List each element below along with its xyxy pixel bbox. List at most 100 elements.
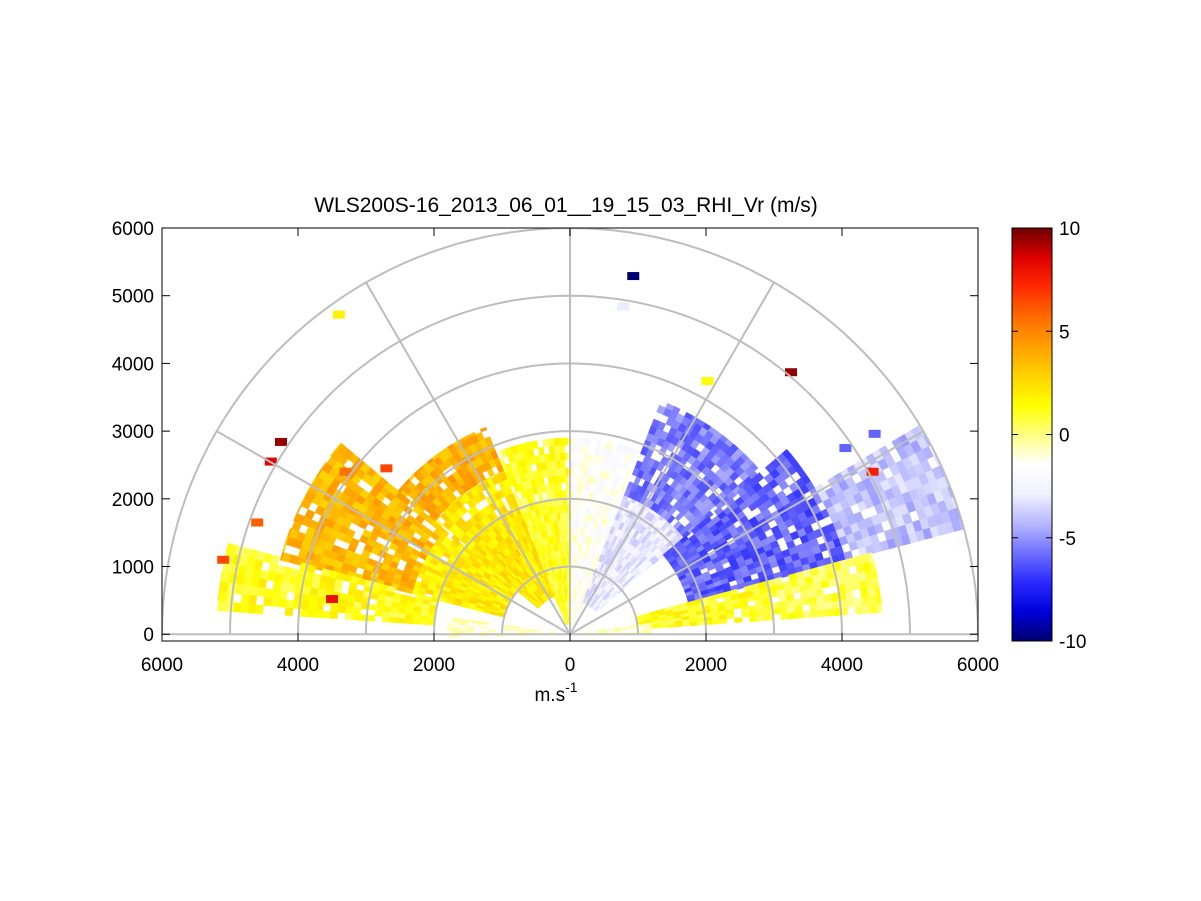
velocity-cell bbox=[578, 452, 585, 461]
velocity-cell bbox=[234, 583, 244, 595]
velocity-cell bbox=[547, 475, 554, 485]
velocity-cell bbox=[389, 612, 399, 619]
velocity-cell bbox=[572, 519, 576, 528]
velocity-pixel bbox=[839, 444, 852, 453]
velocity-cell bbox=[285, 599, 295, 609]
velocity-cell bbox=[344, 606, 354, 615]
velocity-cell bbox=[411, 619, 420, 625]
velocity-cell bbox=[300, 601, 310, 610]
velocity-cell bbox=[240, 593, 250, 605]
velocity-cell bbox=[574, 527, 579, 536]
velocity-cell bbox=[845, 590, 855, 600]
velocity-cell bbox=[575, 504, 581, 513]
velocity-cell bbox=[559, 445, 566, 454]
y-tick: 2000 bbox=[112, 490, 978, 511]
velocity-cell bbox=[241, 584, 251, 596]
velocity-cell bbox=[753, 472, 765, 483]
velocity-cell bbox=[780, 612, 789, 620]
y-tick-label: 5000 bbox=[112, 287, 154, 308]
velocity-pixel bbox=[868, 429, 881, 438]
x-tick-label: 4000 bbox=[277, 655, 319, 676]
velocity-cell bbox=[330, 604, 339, 613]
velocity-cell bbox=[330, 448, 337, 457]
velocity-pixel bbox=[617, 302, 630, 311]
velocity-cell bbox=[396, 617, 406, 624]
velocity-cell bbox=[571, 549, 575, 558]
velocity-cell bbox=[824, 608, 834, 617]
velocity-cell bbox=[284, 607, 294, 617]
velocity-pixel bbox=[332, 310, 345, 319]
velocity-pixel bbox=[339, 467, 352, 476]
velocity-cell bbox=[559, 452, 566, 461]
velocity-cell bbox=[583, 453, 590, 462]
colorbar-tick-label: -5 bbox=[1059, 529, 1076, 550]
velocity-cell bbox=[554, 452, 561, 462]
velocity-cell bbox=[576, 489, 582, 499]
velocity-cell bbox=[256, 587, 266, 598]
velocity-cell bbox=[573, 460, 579, 469]
velocity-cell bbox=[337, 605, 347, 614]
velocity-cell bbox=[575, 512, 580, 521]
y-tick-label: 2000 bbox=[112, 490, 154, 511]
velocity-cell bbox=[749, 615, 758, 622]
y-tick-label: 6000 bbox=[112, 219, 154, 240]
velocity-cell bbox=[577, 467, 584, 476]
velocity-cell bbox=[650, 418, 661, 429]
velocity-cell bbox=[824, 601, 833, 610]
velocity-cell bbox=[794, 604, 804, 613]
velocity-cell bbox=[542, 438, 550, 448]
velocity-pixel bbox=[627, 272, 640, 281]
velocity-cell bbox=[869, 603, 879, 614]
velocity-cell bbox=[307, 609, 316, 618]
velocity-cell bbox=[404, 613, 413, 620]
y-tick: 0 bbox=[143, 625, 978, 646]
x-tick: 0 bbox=[565, 228, 575, 676]
velocity-cell bbox=[589, 438, 597, 448]
velocity-cell bbox=[734, 617, 743, 624]
velocity-cell bbox=[862, 604, 871, 615]
velocity-cell bbox=[809, 609, 819, 618]
velocity-cell bbox=[338, 599, 348, 608]
velocity-cell bbox=[588, 453, 595, 463]
velocity-cell bbox=[846, 598, 856, 608]
velocity-cell bbox=[763, 614, 773, 621]
velocity-cell bbox=[786, 605, 796, 614]
velocity-cell bbox=[583, 445, 591, 455]
velocity-cell bbox=[747, 605, 757, 612]
x-tick: 4000 bbox=[821, 228, 863, 676]
colorbar-tick: -10 bbox=[1012, 632, 1086, 653]
velocity-cell bbox=[553, 445, 561, 454]
x-axis-label-superscript: -1 bbox=[565, 679, 578, 695]
velocity-cell bbox=[450, 624, 460, 629]
x-tick-label: 6000 bbox=[957, 655, 999, 676]
velocity-cell bbox=[854, 605, 864, 615]
velocity-cell bbox=[572, 482, 578, 491]
colorbar-tick-label: 0 bbox=[1059, 426, 1070, 447]
velocity-cell bbox=[366, 614, 376, 622]
velocity-cell bbox=[656, 404, 666, 415]
velocity-cell bbox=[634, 460, 643, 470]
y-tick-label: 0 bbox=[143, 625, 154, 646]
velocity-cell bbox=[560, 474, 566, 484]
velocity-cell bbox=[787, 611, 797, 620]
velocity-cell bbox=[458, 627, 467, 632]
velocity-cell bbox=[560, 467, 566, 476]
velocity-cell bbox=[573, 445, 580, 454]
velocity-cell bbox=[254, 604, 264, 615]
velocity-cell bbox=[301, 593, 311, 603]
velocity-cell bbox=[314, 610, 324, 619]
velocity-cell bbox=[562, 512, 568, 521]
y-axis: 0 1000 2000 3000 4000 5000 6000 bbox=[112, 219, 978, 646]
x-tick: 4000 bbox=[277, 228, 319, 676]
x-axis-label-base: m.s bbox=[534, 685, 565, 706]
velocity-cell bbox=[795, 611, 804, 619]
velocity-cell bbox=[561, 489, 567, 498]
velocity-cell bbox=[450, 627, 459, 632]
velocity-cell bbox=[249, 585, 259, 597]
colorbar-tick: 0 bbox=[1012, 426, 1070, 447]
velocity-cell bbox=[572, 504, 577, 513]
chart-title: WLS200S-16_2013_06_01__19_15_03_RHI_Vr (… bbox=[314, 194, 818, 217]
velocity-cell bbox=[702, 515, 712, 525]
velocity-cell bbox=[345, 600, 355, 608]
velocity-cell bbox=[626, 481, 635, 491]
